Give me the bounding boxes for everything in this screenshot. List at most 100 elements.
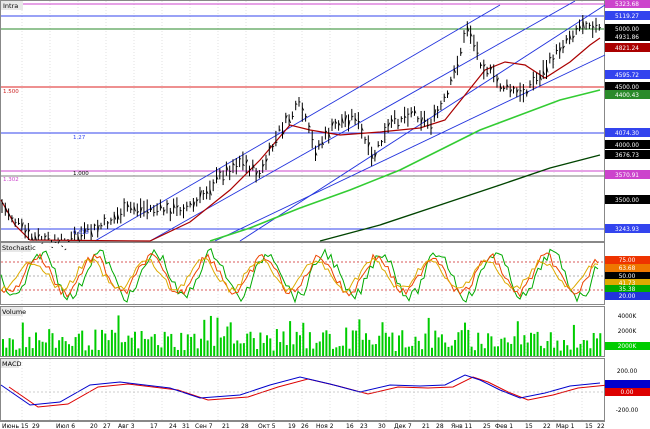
price-bar-close	[321, 141, 324, 146]
channel-line	[214, 54, 606, 242]
volume-bar	[497, 346, 499, 356]
price-bar-close	[559, 46, 562, 53]
volume-bar	[579, 343, 582, 356]
price-bar-close	[582, 19, 585, 29]
volume-axis: 4000K 2000K 2000K	[605, 314, 650, 350]
price-bar-close	[146, 210, 150, 214]
price-bar-close	[539, 74, 542, 81]
date-label: 22	[543, 423, 551, 429]
volume-bar	[569, 349, 572, 356]
volume-bar	[289, 321, 292, 356]
price-bar-close	[31, 236, 34, 241]
volume-bar	[378, 335, 381, 356]
price-bar-close	[338, 122, 341, 126]
price-bar-close	[391, 118, 394, 122]
price-tag-box	[605, 170, 650, 179]
price-bar-close	[100, 224, 103, 227]
volume-bar	[200, 338, 202, 356]
stoch-d-line	[0, 252, 599, 298]
volume-bar	[15, 349, 18, 356]
price-bar-close	[80, 234, 83, 237]
price-label-bg	[1, 1, 23, 10]
volume-tag-text: 2000K	[618, 344, 637, 350]
stoch-tag: 75.00	[605, 256, 650, 264]
price-bar-close	[90, 230, 93, 237]
volume-bar	[91, 349, 94, 356]
date-label: 19	[288, 423, 296, 429]
price-tag-text: 3570.91	[615, 173, 639, 179]
price-bar-close	[169, 210, 173, 214]
price-bar-close	[203, 193, 205, 195]
stoch-tag-text: 20.00	[619, 294, 636, 300]
price-tag-text: 4074.30	[615, 131, 639, 137]
volume-bar	[374, 344, 377, 356]
price-bar-close	[331, 121, 334, 127]
volume-bar	[582, 340, 585, 356]
volume-bar	[513, 336, 516, 356]
price-bar-close	[206, 190, 209, 194]
volume-bar	[25, 347, 28, 356]
price-bar-close	[275, 141, 278, 144]
price-bar-close	[28, 229, 31, 233]
fib-label: 1.500	[3, 89, 19, 95]
volume-bar	[61, 337, 64, 356]
stoch-k-line	[0, 248, 599, 304]
volume-bar	[351, 330, 354, 356]
volume-bars	[2, 315, 602, 356]
price-tag: 5323.68	[605, 0, 650, 8]
price-tag-box	[605, 150, 650, 159]
volume-bar	[533, 333, 536, 356]
channel-line	[94, 4, 501, 242]
date-label: Ноя 2	[316, 423, 334, 429]
price-bar-close	[592, 25, 595, 29]
price-bar-close	[523, 88, 526, 91]
volume-bar	[539, 345, 542, 356]
price-bar-close	[569, 34, 572, 40]
date-label: 26	[301, 423, 309, 429]
volume-bar	[427, 317, 430, 356]
volume-bar	[143, 338, 146, 356]
price-bar-close	[599, 26, 602, 29]
volume-bar	[104, 333, 107, 356]
volume-bar	[361, 339, 364, 356]
date-label: Янв 11	[451, 423, 472, 429]
price-bar-close	[282, 130, 285, 135]
volume-bar	[223, 336, 226, 356]
stoch-tag-text: 75.00	[619, 258, 636, 264]
price-bar-close	[361, 127, 364, 131]
volume-bar	[401, 330, 404, 356]
price-bar-close	[401, 117, 403, 120]
price-tag: 3676.73	[605, 150, 650, 159]
price-bar-close	[166, 202, 169, 206]
fib-label: 1.302	[3, 177, 19, 183]
volume-bar	[526, 342, 529, 356]
volume-bar	[21, 322, 24, 356]
volume-bar	[358, 319, 361, 356]
price-bar-close	[542, 70, 546, 76]
volume-bar	[229, 322, 232, 356]
price-bar-close	[259, 172, 262, 175]
volume-bar	[431, 347, 433, 356]
volume-bar	[414, 336, 417, 356]
volume-bar	[279, 342, 282, 356]
volume-bar	[520, 344, 523, 356]
price-bar-close	[57, 239, 60, 244]
volume-bar	[97, 349, 100, 356]
price-bar-close	[24, 229, 27, 234]
price-bar-close	[8, 212, 11, 217]
volume-bar	[493, 346, 496, 356]
price-tag-text: 5000.00	[615, 27, 639, 33]
price-bar-close	[136, 211, 140, 214]
price-bar-close	[443, 96, 446, 99]
volume-bar	[437, 337, 440, 356]
stoch-tag: 63.68	[605, 264, 650, 272]
volume-bar	[299, 335, 301, 356]
volume-bar	[262, 342, 265, 356]
price-bar-close	[295, 103, 298, 105]
volume-bar	[54, 347, 57, 356]
price-bar-close	[503, 87, 506, 90]
volume-bar	[84, 350, 87, 356]
macd-panel[interactable]	[0, 358, 605, 421]
volume-bar	[586, 340, 589, 356]
